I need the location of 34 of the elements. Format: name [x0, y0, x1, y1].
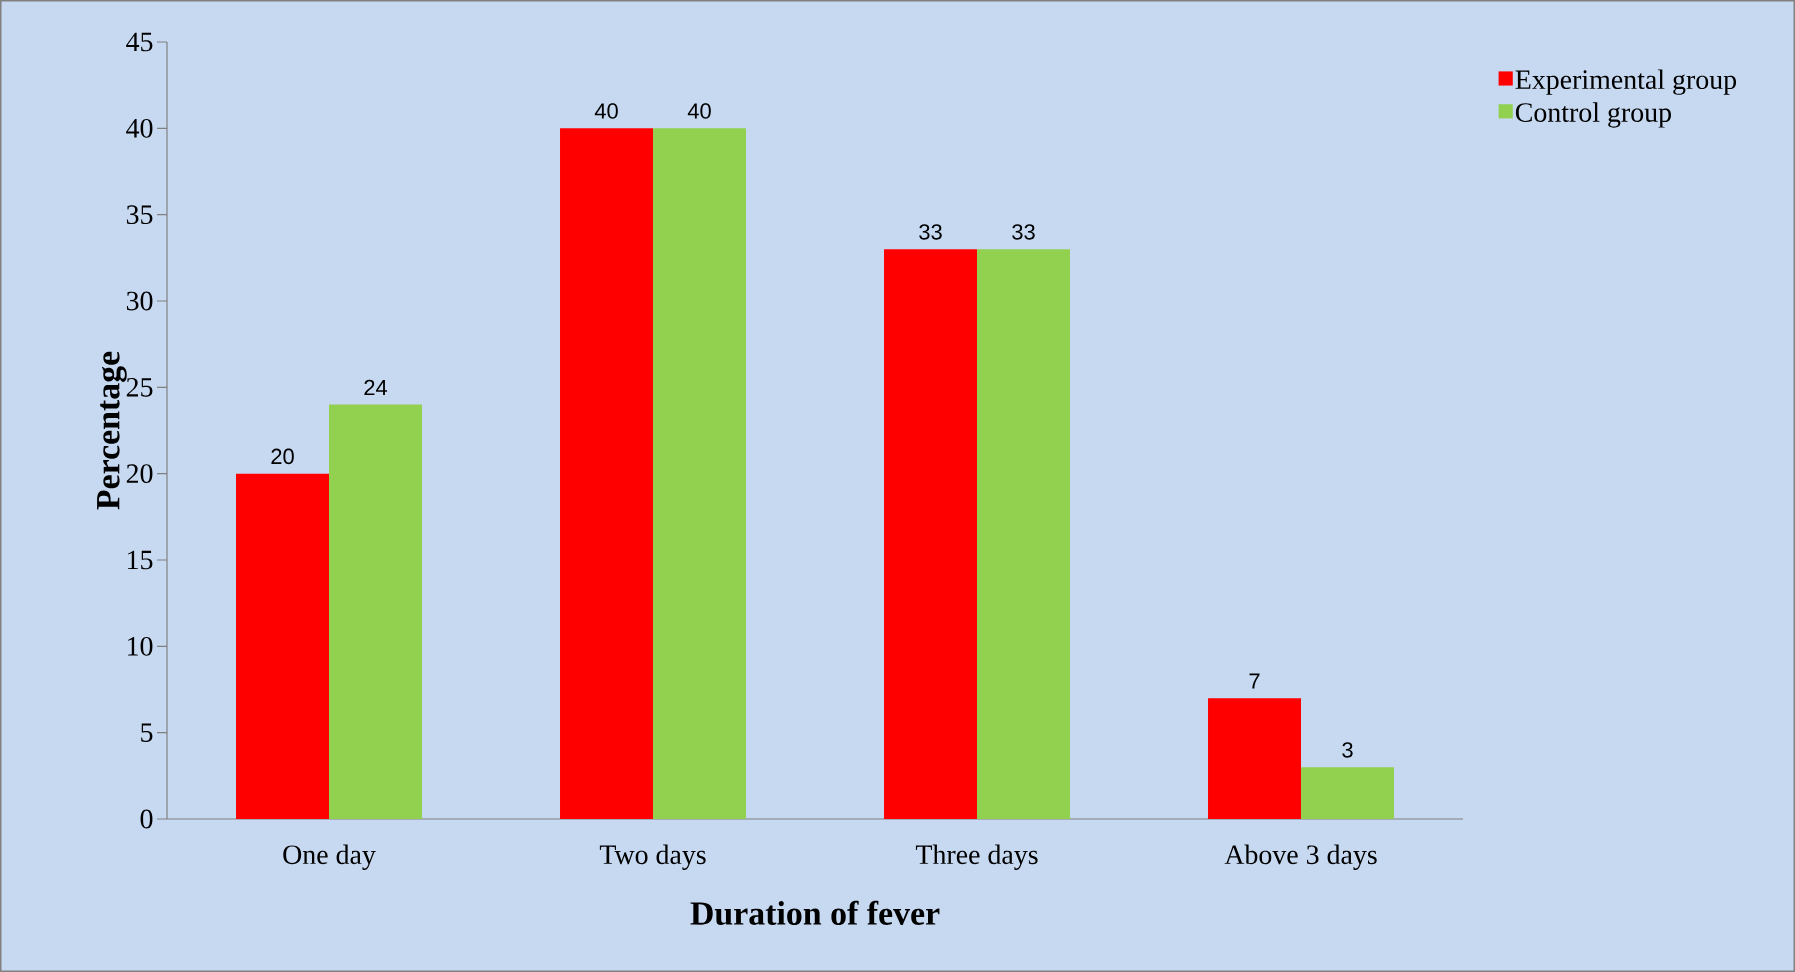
- x-tick-label: Above 3 days: [1224, 844, 1377, 870]
- bar: [329, 404, 422, 819]
- bar: [653, 128, 746, 819]
- x-tick-label: One day: [283, 844, 376, 870]
- data-label: 33: [919, 224, 942, 240]
- y-tick-label: 5: [141, 723, 153, 742]
- data-label: 3: [1342, 742, 1353, 758]
- data-label: 40: [687, 103, 711, 119]
- x-axis-title: Duration of fever: [690, 900, 940, 925]
- x-tick-label: Two days: [599, 844, 706, 870]
- y-tick-label: 15: [128, 550, 153, 570]
- y-tick-label: 0: [140, 809, 153, 829]
- legend-label: Experimental group: [1515, 69, 1737, 95]
- y-tick-label: 10: [128, 636, 153, 656]
- data-label: 33: [1012, 224, 1035, 240]
- bar: [560, 128, 654, 819]
- y-tick-label: 30: [126, 291, 153, 311]
- y-tick-label: 45: [126, 32, 153, 52]
- data-label: 24: [364, 379, 388, 396]
- data-label: 40: [594, 103, 618, 119]
- bar: [236, 473, 329, 819]
- y-tick-label: 35: [126, 205, 153, 225]
- y-axis-title: Percentage: [97, 351, 127, 510]
- data-label: 20: [271, 448, 294, 465]
- legend-label: Control group: [1515, 102, 1671, 128]
- x-tick-label: Three days: [915, 844, 1038, 870]
- y-tick-label: 40: [126, 118, 153, 138]
- bar: [1208, 698, 1302, 819]
- bar: [1301, 767, 1394, 819]
- y-tick-label: 25: [126, 377, 153, 397]
- bar: [977, 249, 1070, 819]
- y-tick-label: 20: [126, 464, 153, 484]
- bar: [884, 249, 978, 819]
- data-label: 7: [1249, 673, 1260, 689]
